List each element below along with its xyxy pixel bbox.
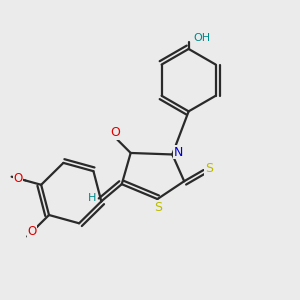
Text: OH: OH (194, 33, 211, 43)
Text: S: S (154, 201, 163, 214)
Text: O: O (28, 225, 37, 238)
Text: O: O (14, 172, 23, 185)
Text: O: O (111, 126, 121, 139)
Text: N: N (173, 146, 183, 159)
Text: S: S (205, 162, 213, 175)
Text: H: H (88, 194, 96, 203)
